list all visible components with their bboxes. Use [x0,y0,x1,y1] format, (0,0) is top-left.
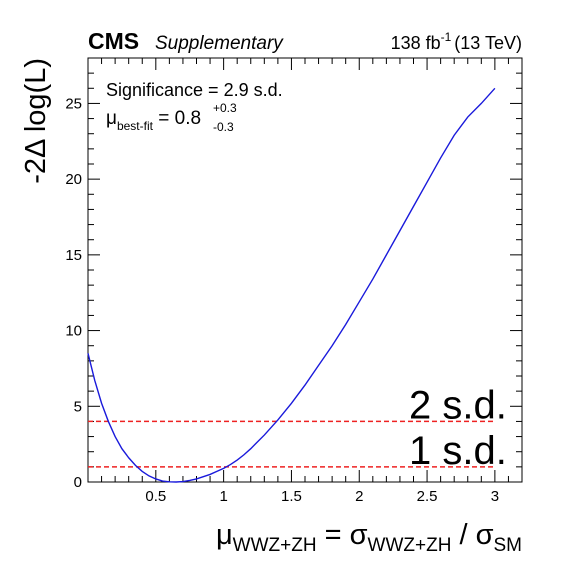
x-tick-label: 3 [491,488,499,505]
x-tick-label: 2 [355,488,363,505]
x-mu: μ [216,519,233,551]
qualifier-label: Supplementary [155,33,284,54]
y-tick-label: 15 [65,247,82,264]
y-tick-label: 10 [65,323,82,340]
y-tick-label: 25 [65,95,82,112]
x-sm-sub: SM [494,535,523,556]
x-tick-labels: 0.5 1 1.5 2 2.5 3 [145,488,499,505]
best-fit-label: μbest-fit = 0.8 [106,108,201,133]
best-fit-down: -0.3 [213,120,234,134]
threshold-label: 1 s.d. [409,429,507,473]
x-eq: = σ [317,519,368,551]
ticks-layer [88,58,522,483]
significance-label: Significance = 2.9 s.d. [106,80,283,100]
y-tick-labels: 0 5 10 15 20 25 [65,95,82,491]
best-fit-value: = 0.8 [153,108,201,129]
y-tick-label: 0 [74,474,82,491]
luminosity-label: 138 fb-1 (13 TeV) [391,30,522,53]
likelihood-curve [87,87,496,483]
x-axis-label: μWWZ+ZH = σWWZ+ZH / σSM [216,519,522,556]
y-tick-label: 20 [65,171,82,188]
x-mu-sub: WWZ+ZH [233,535,317,556]
best-fit-mu: μ [106,108,117,129]
x-tick-label: 0.5 [145,488,166,505]
x-tick-label: 1 [219,488,227,505]
x-sigma-sub: WWZ+ZH [368,535,452,556]
y-tick-label: 5 [74,398,82,415]
x-tick-label: 1.5 [281,488,302,505]
best-fit-up: +0.3 [213,101,237,115]
x-tick-label: 2.5 [417,488,438,505]
y-axis-label: -2Δ log(L) [20,58,52,184]
lumi-energy: (13 TeV) [454,33,522,53]
lumi-exponent: -1 [441,30,452,44]
lumi-value: 138 fb [391,33,441,53]
experiment-label: CMS [88,28,139,54]
curve-layer [87,87,496,483]
x-slash: / σ [451,519,493,551]
best-fit-sub: best-fit [117,119,154,133]
threshold-label: 2 s.d. [409,383,507,427]
threshold-layer: 1 s.d.2 s.d. [88,383,507,473]
